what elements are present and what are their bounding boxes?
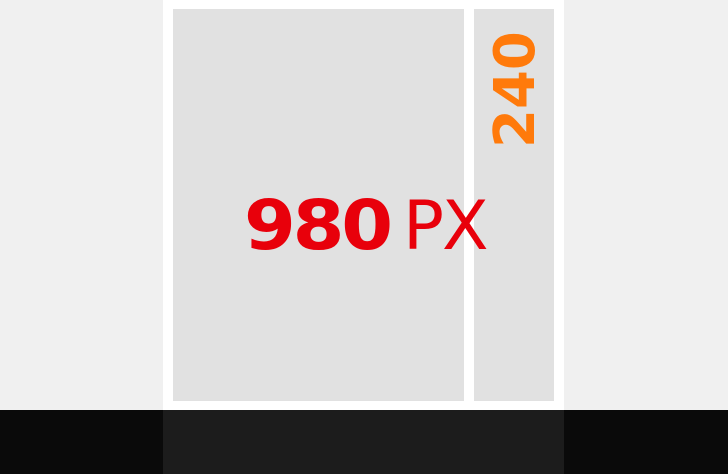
sidebar-column [474, 9, 554, 401]
main-width-label: 980 PX [244, 186, 504, 266]
sidebar-width-label: 240 [483, 31, 548, 148]
footer-center-panel [163, 410, 564, 474]
footer-bar [0, 410, 728, 474]
main-width-unit: PX [403, 187, 489, 266]
main-width-number: 980 [244, 186, 393, 266]
main-content-column [173, 9, 464, 401]
